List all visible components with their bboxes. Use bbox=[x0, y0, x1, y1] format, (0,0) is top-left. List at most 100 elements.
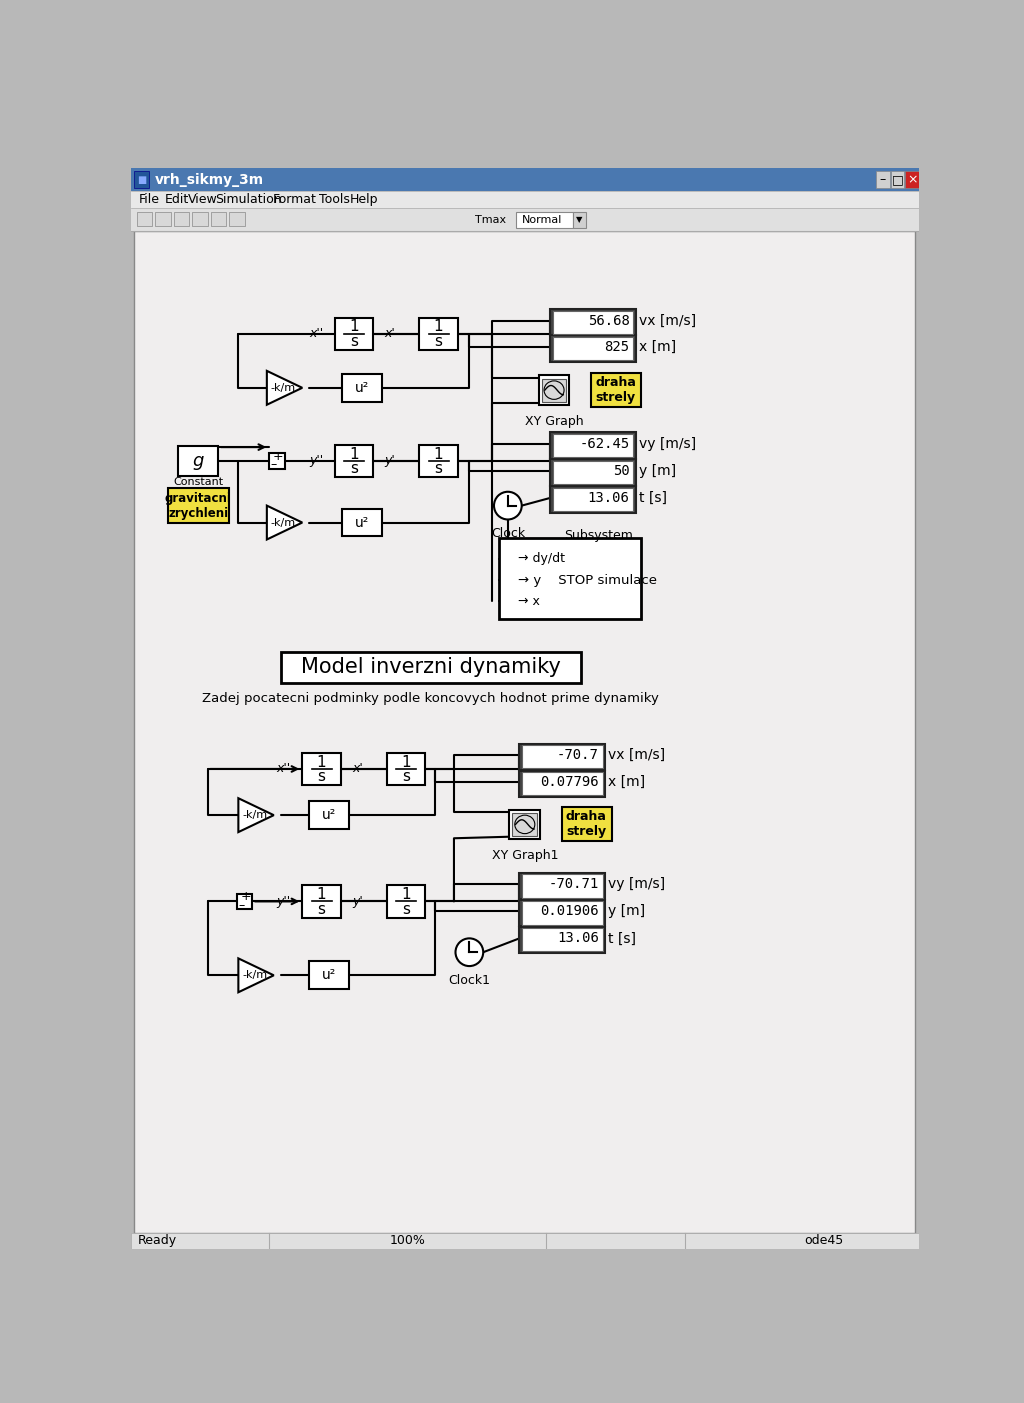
Bar bbox=[229, 212, 245, 226]
Bar bbox=[521, 929, 602, 951]
Bar bbox=[553, 337, 634, 361]
Bar bbox=[174, 212, 189, 226]
Bar bbox=[550, 487, 636, 512]
Text: -62.45: -62.45 bbox=[580, 436, 630, 450]
Text: → y    STOP simulace: → y STOP simulace bbox=[518, 574, 656, 586]
Polygon shape bbox=[267, 505, 302, 540]
Text: → dy/dt: → dy/dt bbox=[518, 553, 565, 565]
Bar bbox=[542, 379, 566, 401]
Bar bbox=[553, 462, 634, 484]
Text: –: – bbox=[270, 459, 276, 471]
Text: 13.06: 13.06 bbox=[557, 932, 599, 946]
Bar bbox=[131, 168, 920, 191]
Text: x': x' bbox=[385, 327, 395, 341]
Text: x [m]: x [m] bbox=[608, 774, 645, 788]
Text: XY Graph: XY Graph bbox=[524, 415, 584, 428]
Bar bbox=[562, 808, 611, 842]
Text: 0.07796: 0.07796 bbox=[540, 774, 599, 788]
Bar bbox=[521, 874, 602, 898]
Bar bbox=[342, 375, 382, 401]
Bar bbox=[550, 459, 636, 485]
Bar bbox=[419, 445, 458, 477]
Bar bbox=[519, 744, 605, 770]
Text: 100%: 100% bbox=[390, 1235, 426, 1247]
Text: 825: 825 bbox=[604, 340, 630, 354]
Text: y'': y'' bbox=[309, 455, 323, 467]
Bar bbox=[509, 810, 541, 839]
Bar bbox=[342, 509, 382, 536]
Text: -70.71: -70.71 bbox=[549, 877, 599, 891]
Text: y [m]: y [m] bbox=[639, 464, 676, 478]
Text: 1: 1 bbox=[316, 755, 327, 769]
Text: u²: u² bbox=[323, 808, 336, 822]
Text: s: s bbox=[402, 902, 411, 916]
Text: □: □ bbox=[892, 174, 903, 187]
Text: 0.01906: 0.01906 bbox=[540, 905, 599, 919]
Bar bbox=[499, 537, 641, 619]
Text: Tools: Tools bbox=[319, 194, 350, 206]
Text: x'': x'' bbox=[276, 762, 291, 776]
Text: 1: 1 bbox=[434, 446, 443, 462]
Bar bbox=[521, 772, 602, 796]
Text: Ready: Ready bbox=[138, 1235, 177, 1247]
Text: y': y' bbox=[352, 895, 364, 908]
Text: u²: u² bbox=[354, 380, 369, 394]
Text: Model inverzni dynamiky: Model inverzni dynamiky bbox=[301, 658, 561, 678]
Text: XY Graph1: XY Graph1 bbox=[492, 849, 558, 861]
Text: -k/m: -k/m bbox=[242, 810, 267, 821]
Text: +: + bbox=[241, 891, 251, 904]
Polygon shape bbox=[239, 958, 273, 992]
Bar bbox=[302, 753, 341, 786]
Bar bbox=[131, 209, 920, 231]
Bar bbox=[309, 801, 349, 829]
Bar bbox=[419, 317, 458, 351]
Text: 1: 1 bbox=[349, 446, 358, 462]
Bar bbox=[168, 488, 229, 523]
Text: 1: 1 bbox=[401, 887, 411, 902]
Bar bbox=[302, 885, 341, 918]
Circle shape bbox=[494, 492, 521, 519]
Text: Help: Help bbox=[350, 194, 379, 206]
Polygon shape bbox=[267, 370, 302, 404]
Bar bbox=[550, 335, 636, 362]
Text: vrh_sikmy_3m: vrh_sikmy_3m bbox=[156, 173, 264, 187]
Bar bbox=[515, 212, 573, 227]
Text: -70.7: -70.7 bbox=[557, 748, 599, 762]
Text: s: s bbox=[317, 902, 326, 916]
Text: u²: u² bbox=[354, 515, 369, 529]
Text: View: View bbox=[188, 194, 218, 206]
Text: x': x' bbox=[352, 762, 364, 776]
Bar bbox=[905, 171, 920, 188]
Text: File: File bbox=[138, 194, 160, 206]
Text: vy [m/s]: vy [m/s] bbox=[608, 877, 665, 891]
Text: ■: ■ bbox=[137, 175, 146, 185]
Text: Clock: Clock bbox=[490, 528, 525, 540]
Text: vy [m/s]: vy [m/s] bbox=[639, 436, 696, 450]
Text: +: + bbox=[273, 450, 284, 463]
Text: 1: 1 bbox=[401, 755, 411, 769]
Text: vx [m/s]: vx [m/s] bbox=[608, 748, 665, 762]
Text: -k/m: -k/m bbox=[270, 518, 296, 528]
Text: → x: → x bbox=[518, 595, 540, 607]
Bar bbox=[134, 171, 150, 188]
Text: Simulation: Simulation bbox=[215, 194, 282, 206]
Text: Edit: Edit bbox=[165, 194, 189, 206]
Text: 13.06: 13.06 bbox=[588, 491, 630, 505]
Ellipse shape bbox=[544, 380, 564, 400]
Text: ode45: ode45 bbox=[804, 1235, 843, 1247]
Text: y [m]: y [m] bbox=[608, 905, 645, 919]
Bar bbox=[521, 901, 602, 925]
Bar bbox=[335, 445, 373, 477]
Bar bbox=[891, 171, 904, 188]
Text: 1: 1 bbox=[349, 320, 358, 334]
Bar bbox=[553, 434, 634, 457]
Text: s: s bbox=[402, 769, 411, 784]
Bar bbox=[519, 873, 605, 899]
Text: ×: × bbox=[907, 174, 918, 187]
Text: gravitacni
zrychleni: gravitacni zrychleni bbox=[165, 491, 231, 519]
Text: s: s bbox=[350, 462, 357, 476]
Bar bbox=[281, 652, 581, 683]
Bar bbox=[237, 894, 252, 909]
Text: s: s bbox=[317, 769, 326, 784]
Bar bbox=[211, 212, 226, 226]
